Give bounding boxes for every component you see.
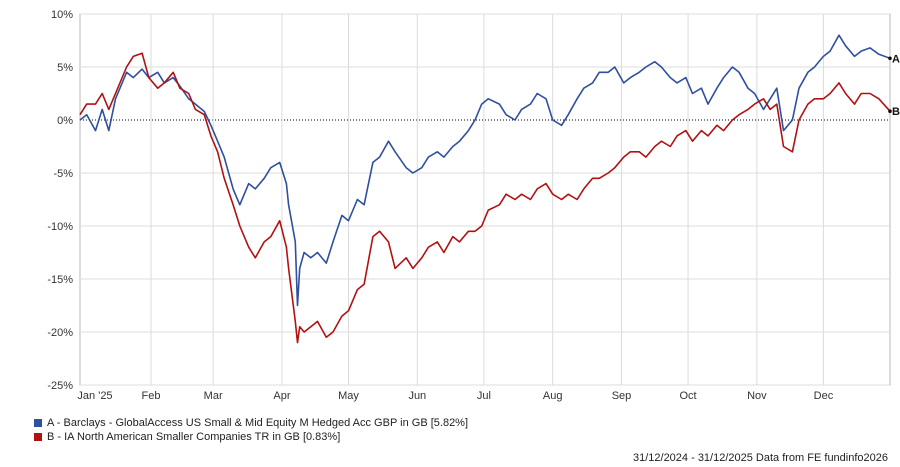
series-end-label-b: B [892,106,900,118]
y-tick-label: -10% [47,221,73,233]
series-end-labels: AB [888,53,900,118]
x-tick-label: Feb [142,390,161,402]
x-tick-label: May [338,390,359,402]
x-tick-label: Nov [747,390,767,402]
legend-item-a: A - Barclays - GlobalAccess US Small & M… [34,416,468,430]
date-range-source: 31/12/2024 - 31/12/2025 Data from FE fun… [632,452,888,464]
series-line-a [79,34,891,307]
series-end-label-a: A [892,53,900,65]
x-tick-label: Jan '25 [77,390,112,402]
y-tick-label: 5% [57,62,73,74]
y-tick-label: -5% [53,168,73,180]
series-end-point-b [888,109,892,114]
legend-swatch-a [34,419,42,427]
y-tick-label: 10% [51,9,73,21]
legend-swatch-b [34,433,42,441]
x-tick-label: Jun [408,390,426,402]
y-tick-label: -20% [47,327,73,339]
y-tick-label: -15% [47,274,73,286]
x-tick-label: Aug [543,390,563,402]
y-tick-label: -25% [47,380,73,392]
legend-label-a: A - Barclays - GlobalAccess US Small & M… [47,417,469,429]
series-lines [79,34,891,344]
legend-item-b: B - IA North American Smaller Companies … [34,430,468,444]
axes: 10% 5% 0% -5% -10% -15% -20% -25% Jan '25 Feb Mar A… [47,9,833,402]
series-end-point-a [888,56,892,61]
legend: A - Barclays - GlobalAccess US Small & M… [34,416,468,444]
line-chart: 10% 5% 0% -5% -10% -15% -20% -25% Jan '25 Feb Mar A… [47,9,900,402]
x-tick-label: Mar [204,390,223,402]
y-tick-label: 0% [57,115,73,127]
series-line-b [79,52,891,344]
legend-label-b: B - IA North American Smaller Companies … [47,431,341,443]
grid [79,13,891,386]
x-tick-label: Oct [679,390,696,402]
plot-frame [79,13,891,386]
x-tick-label: Jul [477,390,491,402]
x-tick-label: Apr [273,390,290,402]
x-tick-label: Dec [814,390,834,402]
x-tick-label: Sep [612,390,632,402]
